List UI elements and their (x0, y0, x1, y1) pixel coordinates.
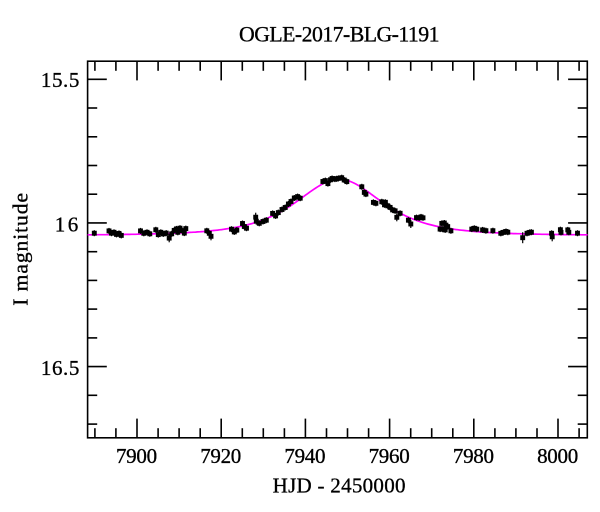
svg-text:8000: 8000 (537, 444, 578, 468)
svg-text:7960: 7960 (369, 444, 410, 468)
svg-text:HJD - 2450000: HJD - 2450000 (273, 473, 406, 497)
svg-text:15.5: 15.5 (41, 68, 80, 92)
svg-text:7940: 7940 (284, 444, 325, 468)
svg-text:I magnitude: I magnitude (8, 192, 32, 306)
svg-text:7920: 7920 (200, 444, 241, 468)
svg-text:7900: 7900 (116, 444, 157, 468)
svg-text:OGLE-2017-BLG-1191: OGLE-2017-BLG-1191 (239, 23, 439, 47)
svg-text:7980: 7980 (453, 444, 494, 468)
svg-text:16: 16 (55, 213, 81, 237)
svg-text:16.5: 16.5 (41, 356, 80, 380)
